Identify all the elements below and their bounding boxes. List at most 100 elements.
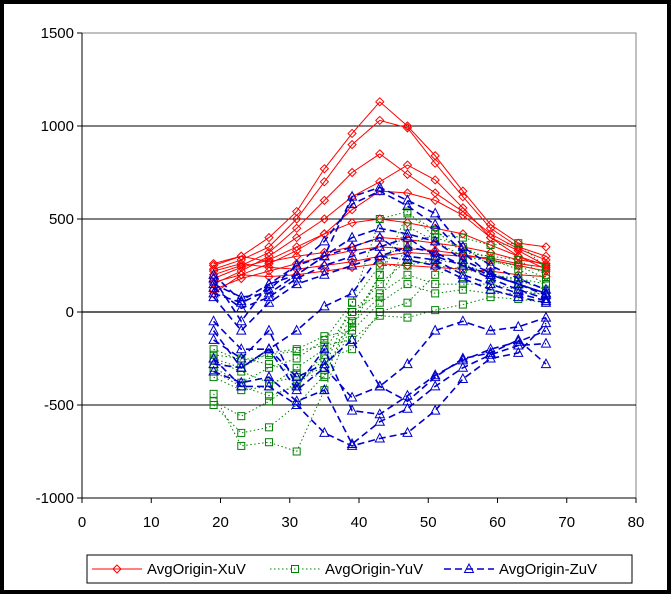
data-point [430,175,440,185]
data-point [512,335,524,346]
data-point [485,266,496,277]
series-line [213,342,547,446]
data-point [457,272,469,283]
series-avgorigin-zuv [208,181,552,450]
data-point [319,177,330,187]
data-point [485,348,496,359]
data-point [429,404,441,415]
data-point [458,280,467,289]
data-point [346,437,358,449]
data-point [374,250,386,261]
series-line [212,246,547,332]
data-point [429,253,441,264]
data-point [375,298,384,307]
y-tick-label: 1500 [41,25,74,42]
data-point [485,268,496,279]
data-point [347,204,357,215]
data-point [374,415,386,426]
data-point [512,346,524,357]
data-point [514,255,523,264]
data-point [540,294,552,305]
data-point [346,259,358,270]
data-point [237,441,246,450]
data-point [346,287,358,298]
data-point [292,347,301,356]
data-point [375,289,384,298]
data-point [429,246,441,257]
data-point [347,257,357,267]
data-point [402,253,413,264]
data-point [263,324,275,335]
data-point [347,218,357,228]
data-point [291,223,302,234]
x-tick-label: 80 [628,514,645,531]
series-line [213,329,547,416]
data-point [236,273,246,284]
series-line [213,190,547,304]
legend-label: AvgOrigin-XuV [147,561,246,578]
data-point [403,313,412,322]
data-point [346,391,358,402]
data-point [348,345,357,354]
data-point [485,223,496,234]
data-point [319,229,330,239]
data-point [263,291,275,302]
data-point [346,240,358,251]
data-point [319,164,330,174]
data-point [513,245,523,256]
series-line [213,322,547,447]
data-point [375,270,384,279]
data-point [291,384,303,395]
data-point [375,280,384,289]
data-point [235,376,247,387]
data-point [402,121,413,131]
axes: -1000 -500 0 500 1000 1500 0 10 20 30 40 50 60 70 80 [36,25,645,531]
data-point [291,371,303,382]
data-point [403,298,412,307]
data-point [264,257,274,267]
data-point [402,123,413,133]
data-point [291,398,303,409]
data-point [430,195,440,206]
data-point [457,268,469,279]
data-point [291,245,302,256]
data-point [458,210,468,220]
data-point [237,412,246,421]
data-point [291,380,303,391]
data-point [485,283,496,294]
data-point [375,149,385,159]
data-point [402,188,413,198]
data-point [235,324,247,335]
data-point [375,261,384,270]
data-point [486,241,495,250]
data-point [403,280,412,289]
data-point [319,426,330,437]
data-point [264,391,273,400]
data-point [264,266,274,276]
legend-marker [463,562,475,573]
data-point [263,278,275,289]
series-line [213,296,547,361]
data-point [374,432,386,443]
series-line [213,225,547,417]
data-point [402,240,413,251]
data-point [485,352,496,363]
data-point [402,160,413,170]
data-point [429,207,441,218]
data-point [458,186,468,196]
data-point [458,191,468,202]
data-point [429,369,441,380]
data-point [320,332,329,341]
data-point [540,358,552,369]
data-point [346,439,358,450]
data-point [208,268,219,279]
y-tick-label: -500 [44,397,74,414]
x-tick-label: 0 [78,514,86,531]
data-point [291,395,303,406]
data-point [264,350,273,359]
data-point [402,194,413,205]
data-point [485,346,496,357]
data-point [208,333,219,344]
x-tick-label: 70 [558,514,575,531]
data-point [541,274,550,283]
